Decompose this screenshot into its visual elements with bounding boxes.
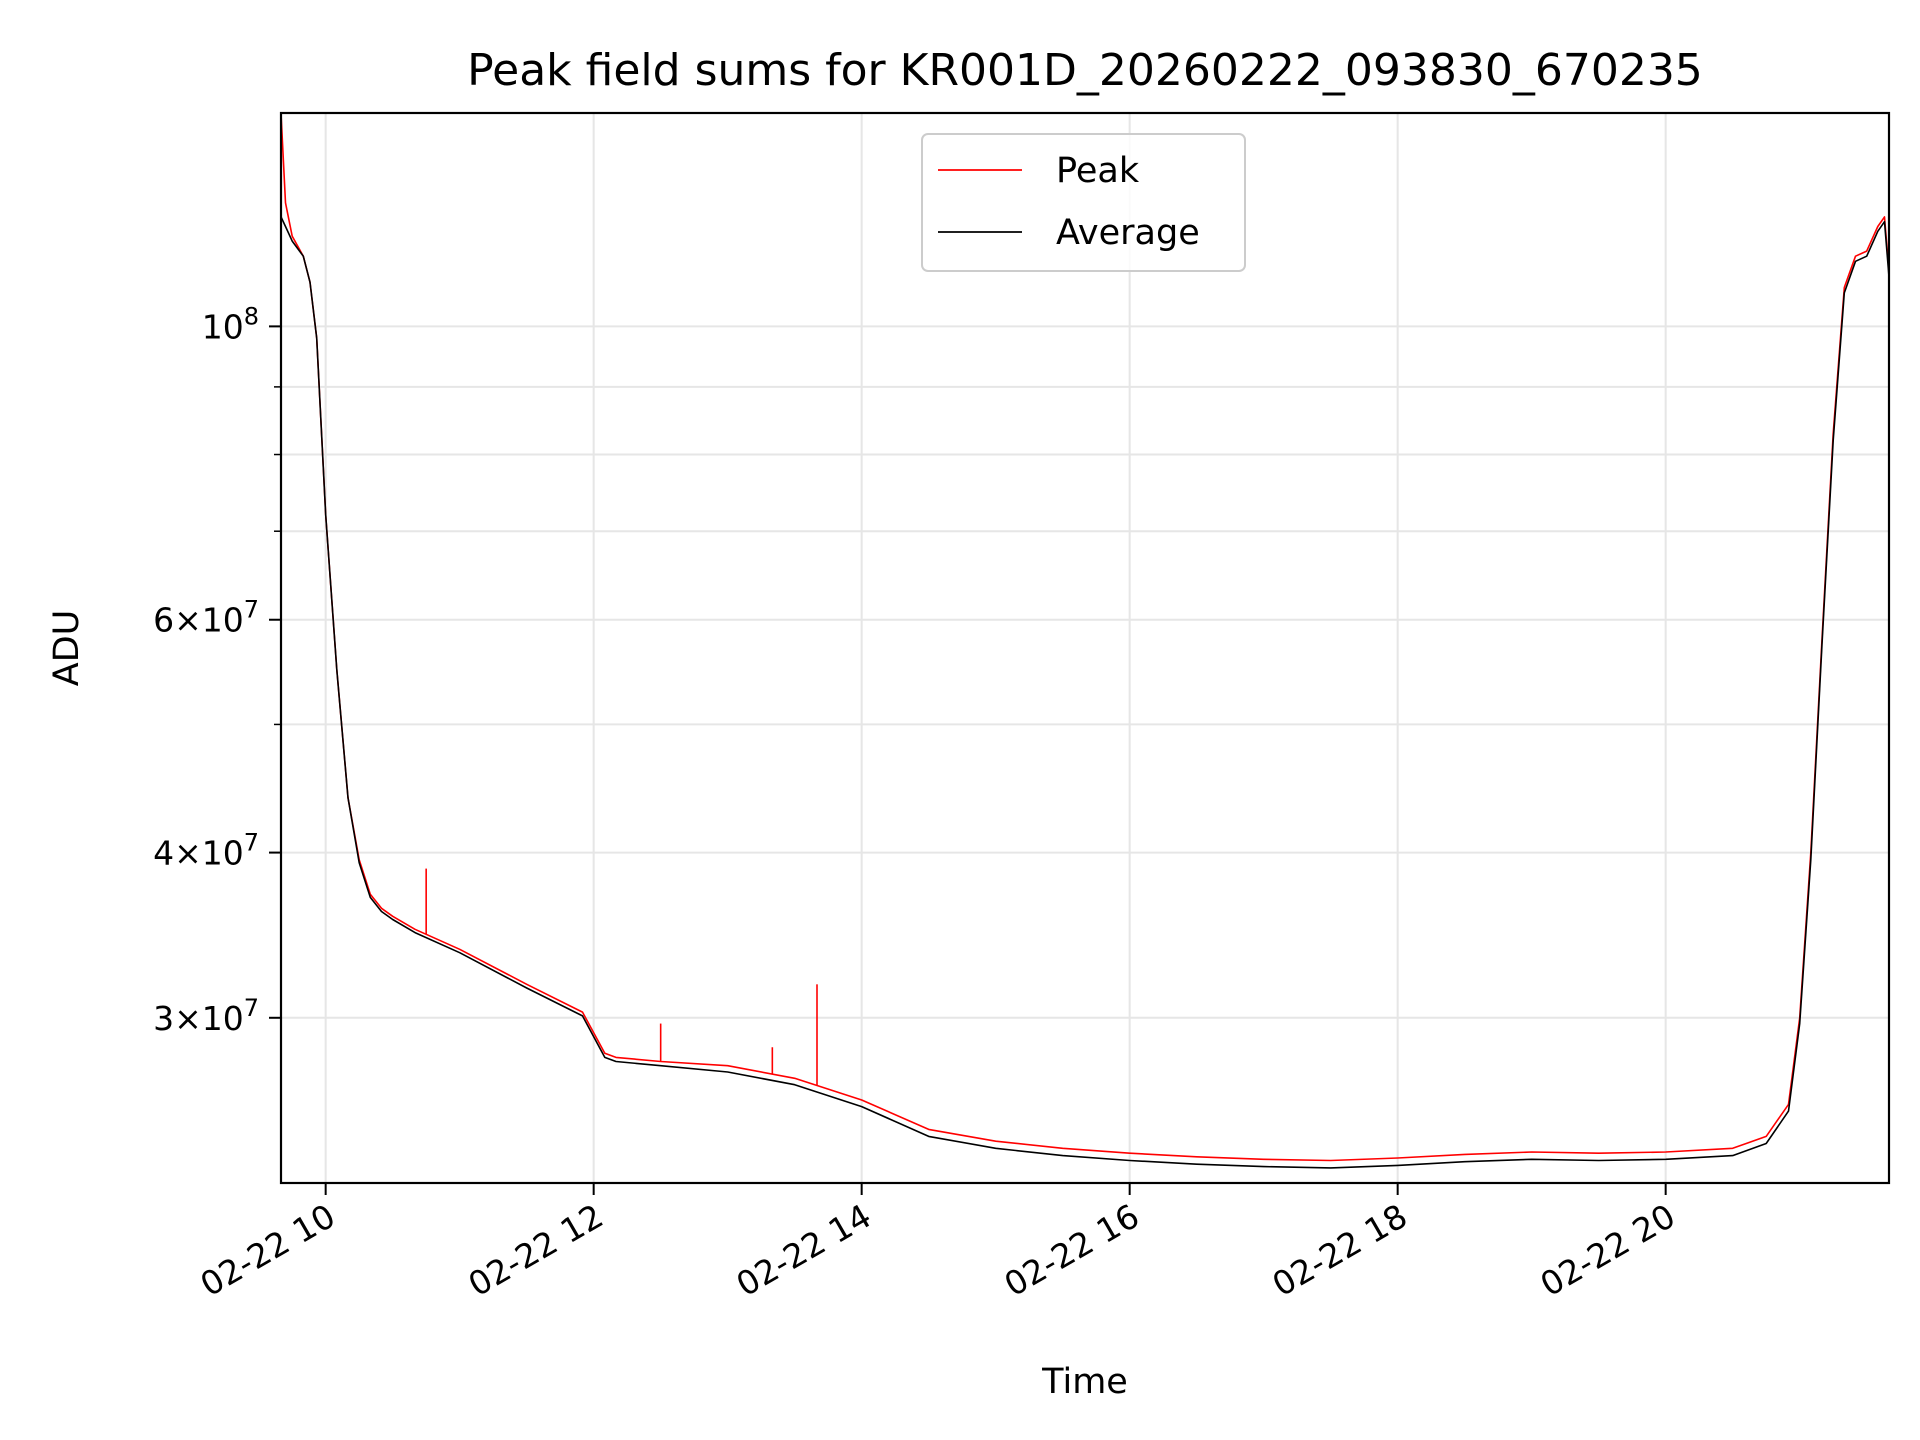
y-tick-label: 108 [202, 302, 259, 346]
legend-box [921, 133, 1246, 272]
plot-frame [279, 111, 1891, 1185]
grid [281, 113, 1889, 1183]
chart-title: Peak field sums for KR001D_20260222_0938… [467, 45, 1703, 96]
y-tick-label: 6×107 [153, 596, 259, 640]
legend-label-average: Average [1056, 213, 1200, 253]
x-axis-label: Time [1041, 1362, 1128, 1402]
series-line-average [281, 216, 1889, 1169]
y-axis-label: ADU [47, 610, 87, 687]
legend: Peak Average [921, 133, 1246, 272]
legend-label-peak: Peak [1056, 151, 1140, 191]
y-tick-label: 3×107 [153, 994, 259, 1038]
y-tick-label: 4×107 [153, 829, 259, 873]
plot-lines [281, 113, 1889, 1169]
